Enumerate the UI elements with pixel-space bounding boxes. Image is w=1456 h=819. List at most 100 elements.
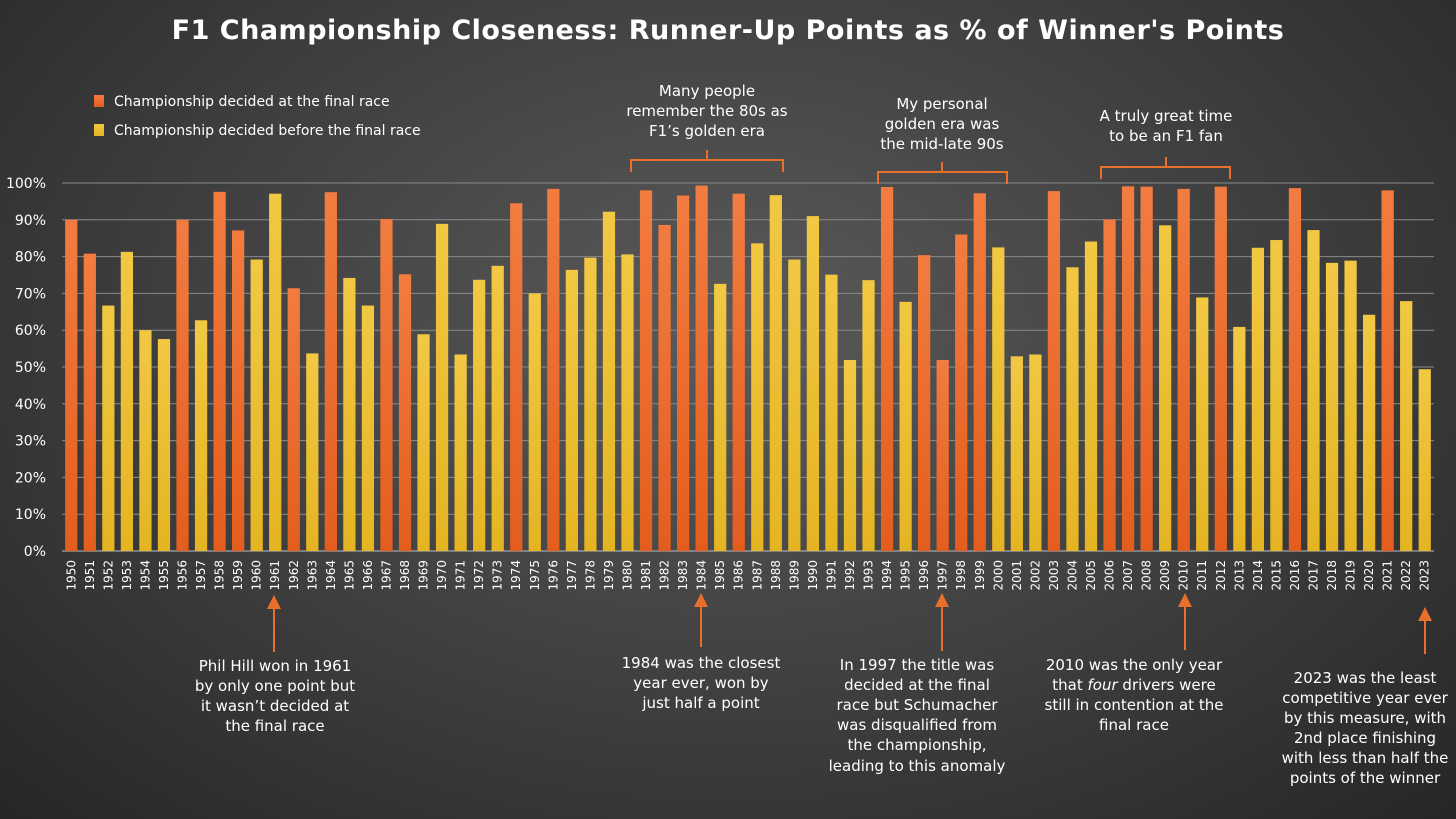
legend-swatch-before-final: [94, 124, 104, 136]
bar-1981: [639, 190, 653, 552]
x-tick-1959: 1959: [231, 560, 245, 591]
bar-2007: [1121, 186, 1135, 551]
x-tick-2001: 2001: [1010, 560, 1024, 591]
x-tick-1969: 1969: [417, 560, 431, 591]
bar-1957: [194, 320, 208, 551]
x-tick-1955: 1955: [157, 560, 171, 591]
x-tick-1978: 1978: [583, 560, 597, 591]
x-tick-1982: 1982: [658, 560, 672, 591]
x-tick-1983: 1983: [676, 560, 690, 591]
annotation-1961-line-1: Phil Hill won in 1961: [199, 657, 352, 675]
annotation-2023-line-4: 2nd place finishing: [1294, 729, 1436, 747]
bar-2005: [1084, 241, 1098, 551]
x-tick-1950: 1950: [64, 560, 78, 591]
bar-1964: [324, 192, 337, 551]
bars: [65, 185, 1431, 552]
x-tick-2008: 2008: [1140, 560, 1154, 591]
bar-2002: [1029, 354, 1042, 551]
x-tick-1996: 1996: [917, 560, 931, 591]
era-80s-bracket: [630, 150, 784, 172]
y-tick-10pct: 10%: [15, 507, 46, 523]
x-tick-1984: 1984: [695, 560, 709, 591]
bar-1968: [398, 274, 412, 551]
annotation-2023-line-5: with less than half the: [1282, 749, 1449, 767]
gridlines: [62, 182, 1434, 552]
y-tick-60pct: 60%: [15, 323, 46, 339]
x-tick-1977: 1977: [565, 560, 579, 591]
bar-1966: [361, 305, 375, 551]
bar-2006: [1103, 219, 1116, 551]
x-tick-1991: 1991: [824, 560, 838, 591]
annotation-1997: In 1997 the title was decided at the fin…: [829, 656, 1006, 775]
x-tick-1956: 1956: [176, 560, 190, 591]
annotation-1997-line-1: In 1997 the title was: [840, 656, 995, 674]
x-tick-1968: 1968: [398, 560, 412, 591]
x-tick-1999: 1999: [973, 560, 987, 591]
bar-1953: [120, 251, 134, 551]
bar-1965: [343, 277, 356, 551]
x-tick-1971: 1971: [454, 560, 468, 591]
bar-1983: [676, 195, 690, 551]
bar-1991: [825, 274, 838, 551]
annotation-2010-line-1: 2010 was the only year: [1046, 656, 1223, 674]
bar-2019: [1344, 260, 1357, 551]
bar-2010: [1177, 188, 1190, 551]
x-tick-1954: 1954: [138, 560, 152, 591]
bar-2003: [1047, 191, 1061, 551]
era-90s-line-1: My personal: [896, 95, 987, 113]
x-tick-1973: 1973: [491, 560, 505, 591]
bar-2011: [1196, 297, 1209, 551]
bar-1954: [139, 330, 152, 551]
annotation-1961-line-3: it wasn’t decided at: [201, 697, 349, 715]
bar-2009: [1159, 225, 1172, 551]
x-tick-1981: 1981: [639, 560, 653, 591]
bar-2012: [1214, 186, 1227, 551]
x-tick-1986: 1986: [732, 560, 746, 591]
x-tick-2010: 2010: [1177, 560, 1191, 591]
x-tick-2017: 2017: [1306, 560, 1320, 591]
bar-1971: [454, 354, 467, 551]
annotation-2023-line-6: points of the winner: [1290, 769, 1441, 787]
bar-2020: [1362, 314, 1376, 551]
x-tick-1974: 1974: [509, 560, 523, 591]
era-2010s-bracket: [1100, 157, 1231, 179]
x-tick-1993: 1993: [862, 560, 876, 591]
x-tick-1987: 1987: [750, 560, 764, 591]
era-90s-bracket: [877, 162, 1008, 184]
x-tick-1965: 1965: [342, 560, 356, 591]
bar-1970: [435, 223, 449, 551]
bar-1951: [83, 253, 96, 551]
bar-2000: [992, 247, 1005, 551]
bar-1995: [899, 301, 912, 551]
annotation-1961-line-2: by only one point but: [195, 677, 355, 695]
x-tick-1966: 1966: [361, 560, 375, 591]
bar-1992: [843, 360, 857, 551]
x-tick-2021: 2021: [1381, 560, 1395, 591]
era-90s-line-3: the mid-late 90s: [880, 135, 1003, 153]
bar-1989: [788, 259, 801, 551]
bar-2013: [1233, 326, 1246, 551]
era-2010s-annotation: A truly great time to be an F1 fan: [1100, 107, 1232, 179]
x-tick-1990: 1990: [806, 560, 820, 591]
era-2010s-line-2: to be an F1 fan: [1109, 127, 1223, 145]
x-tick-1979: 1979: [602, 560, 616, 591]
legend-label-final-race: Championship decided at the final race: [114, 94, 390, 110]
bar-1988: [769, 195, 782, 551]
bar-1997: [936, 360, 949, 551]
annotation-1997-line-3: race but Schumacher: [836, 696, 998, 714]
bar-2015: [1270, 240, 1283, 552]
era-80s-annotation: Many people remember the 80s as F1’s gol…: [626, 82, 788, 172]
legend: Championship decided at the final race C…: [94, 94, 421, 139]
annotation-1997-line-5: the championship,: [847, 736, 986, 754]
bar-1956: [176, 219, 189, 552]
x-tick-1951: 1951: [83, 560, 97, 591]
bar-1990: [806, 216, 820, 551]
bar-1972: [473, 279, 486, 551]
y-tick-50pct: 50%: [15, 360, 46, 376]
bar-1958: [213, 191, 226, 551]
y-axis-ticks: 0% 10% 20% 30% 40% 50% 60% 70% 80% 90% 100%: [6, 176, 46, 560]
y-tick-100pct: 100%: [6, 176, 46, 192]
era-90s-annotation: My personal golden era was the mid-late …: [877, 95, 1008, 184]
annotation-1961: Phil Hill won in 1961 by only one point …: [195, 657, 355, 735]
